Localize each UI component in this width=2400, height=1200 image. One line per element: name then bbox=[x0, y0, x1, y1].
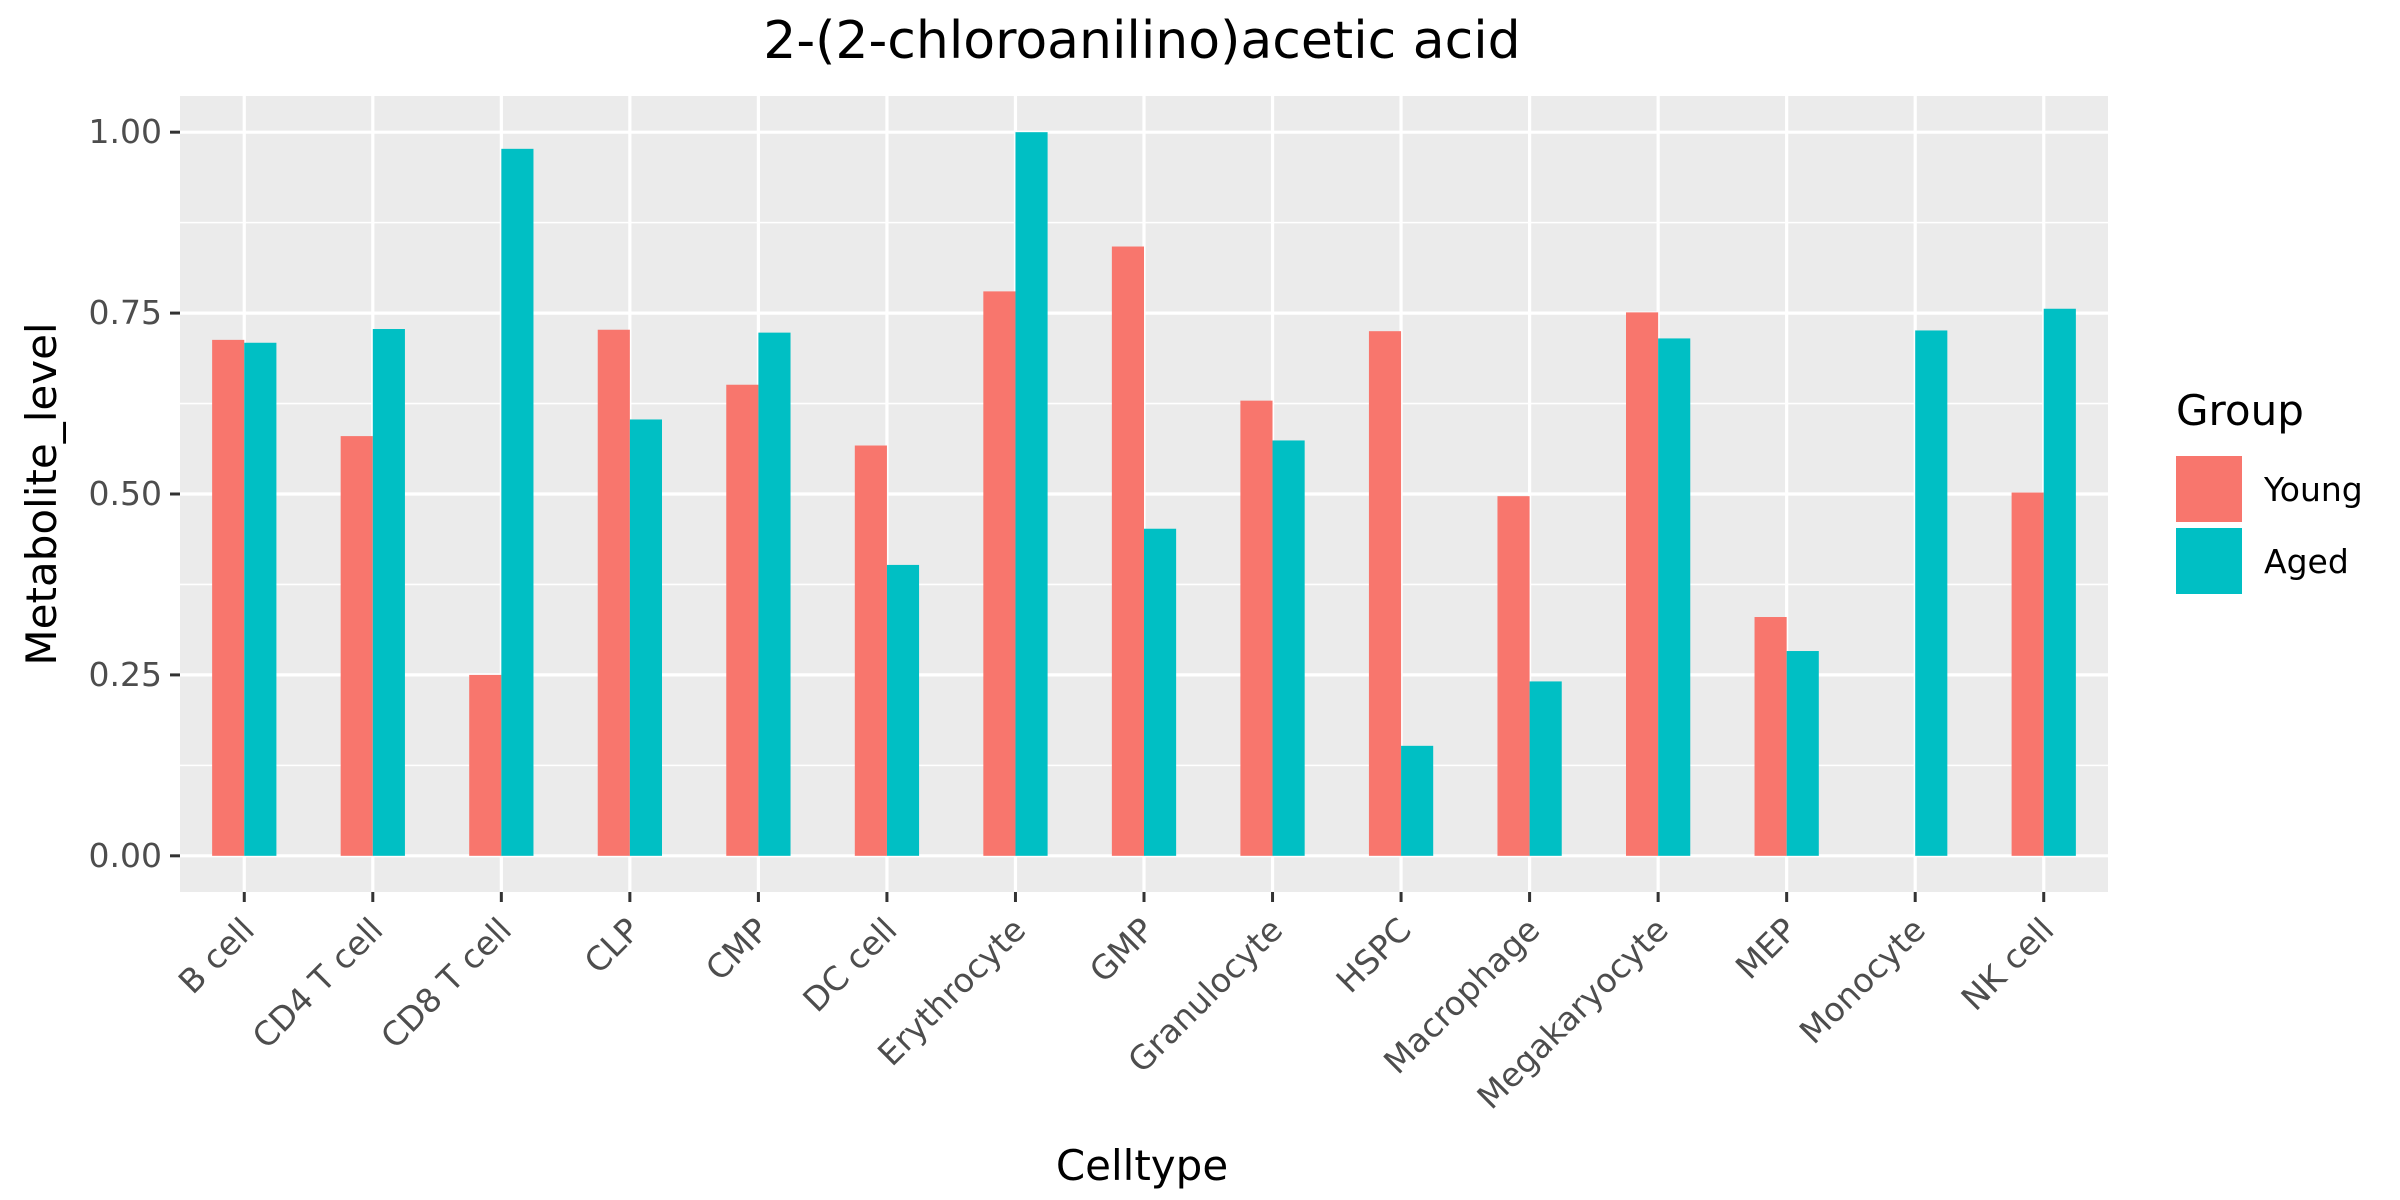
bars bbox=[212, 132, 2076, 856]
x-tick-label: CLP bbox=[577, 910, 648, 981]
bar-young bbox=[212, 339, 245, 856]
bar-young bbox=[597, 329, 630, 856]
bar-aged bbox=[1915, 330, 1948, 856]
bar-aged bbox=[629, 419, 662, 856]
y-tick-label: 0.25 bbox=[89, 655, 162, 694]
bar-young bbox=[1368, 331, 1402, 856]
legend-title: Group bbox=[2176, 386, 2304, 435]
bar-aged bbox=[1529, 681, 1562, 856]
bar-young bbox=[854, 445, 887, 856]
bar-young bbox=[1497, 496, 1530, 856]
x-tick-label: HSPC bbox=[1328, 910, 1418, 1000]
x-tick-label: B cell bbox=[171, 910, 262, 1001]
chart-title: 2-(2-chloroanilino)acetic acid bbox=[763, 11, 1520, 71]
x-tick-label: CD4 T cell bbox=[245, 910, 391, 1056]
y-tick-label: 1.00 bbox=[89, 112, 162, 151]
bar-aged bbox=[1786, 651, 1819, 856]
bar-young bbox=[469, 674, 502, 856]
x-tick-label: Monocyte bbox=[1792, 910, 1933, 1051]
legend-label: Aged bbox=[2264, 542, 2349, 581]
x-axis-title: Celltype bbox=[1056, 1141, 1228, 1190]
x-tick-label: MEP bbox=[1728, 910, 1805, 987]
bar-aged bbox=[1401, 745, 1434, 856]
bar-aged bbox=[758, 332, 791, 856]
bar-aged bbox=[244, 342, 277, 856]
bar-young bbox=[1111, 246, 1144, 856]
bar-young bbox=[1240, 400, 1273, 856]
x-tick-label: NK cell bbox=[1953, 910, 2061, 1018]
bar-young bbox=[340, 436, 373, 856]
legend: Group Young Aged bbox=[2176, 386, 2363, 594]
x-tick-label: CD8 T cell bbox=[373, 910, 519, 1056]
bar-young bbox=[2011, 492, 2044, 856]
bar-aged bbox=[1272, 440, 1305, 856]
bar-aged bbox=[886, 564, 920, 856]
x-tick-label: DC cell bbox=[795, 910, 904, 1019]
y-axis-title: Metabolite_level bbox=[17, 322, 66, 665]
legend-key-aged bbox=[2176, 528, 2242, 594]
bar-young bbox=[1754, 617, 1787, 856]
bar-young bbox=[1626, 312, 1659, 856]
bar-young bbox=[983, 291, 1016, 856]
bar-young bbox=[726, 384, 759, 856]
y-axis: 0.00 0.25 0.50 0.75 1.00 bbox=[89, 112, 180, 875]
legend-key-young bbox=[2176, 456, 2242, 522]
bar-aged bbox=[2043, 308, 2076, 856]
bar-aged bbox=[1144, 528, 1177, 856]
x-tick-label: GMP bbox=[1082, 910, 1162, 990]
bar-aged bbox=[1658, 338, 1691, 856]
y-tick-label: 0.75 bbox=[89, 293, 162, 332]
bar-aged bbox=[372, 329, 405, 856]
y-tick-label: 0.50 bbox=[89, 474, 162, 513]
bar-aged bbox=[501, 148, 534, 856]
y-tick-label: 0.00 bbox=[89, 836, 162, 875]
x-tick-label: CMP bbox=[698, 910, 776, 988]
bar-aged bbox=[1015, 132, 1048, 856]
legend-label: Young bbox=[2263, 470, 2363, 509]
